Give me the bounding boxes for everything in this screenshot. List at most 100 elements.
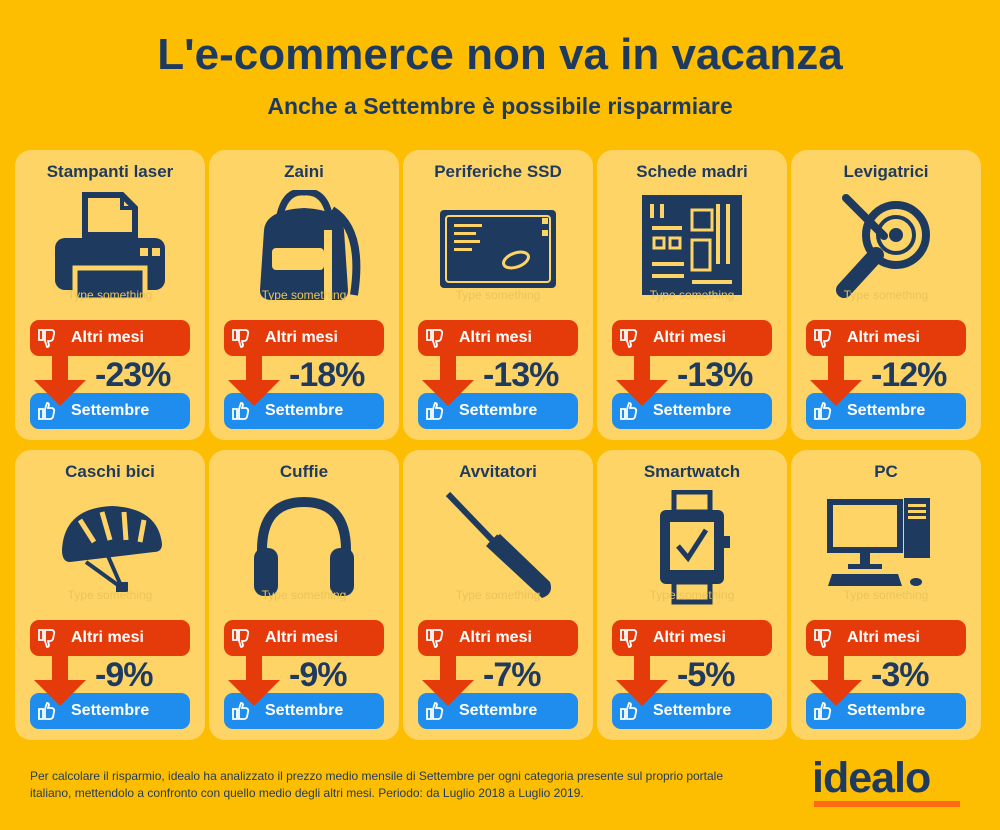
footnote: Per calcolare il risparmio, idealo ha an…	[30, 769, 724, 800]
other-months-badge: Altri mesi	[30, 320, 190, 356]
category-card: Levigatrici Type something Altri mesi Se…	[791, 150, 981, 440]
thumbs-up-icon	[813, 701, 833, 721]
thumbs-down-icon	[37, 328, 57, 348]
thumbs-down-icon	[231, 628, 251, 648]
bike-helmet-icon	[50, 490, 170, 605]
thumbs-down-icon	[813, 628, 833, 648]
thumbs-up-icon	[37, 401, 57, 421]
category-title: Stampanti laser	[46, 162, 174, 181]
thumbs-down-icon	[425, 328, 445, 348]
category-title: Cuffie	[279, 462, 329, 481]
down-arrow-icon	[224, 650, 284, 706]
placeholder-text: Type something	[843, 288, 929, 302]
category-card: Caschi bici Type something Altri mesi Se…	[15, 450, 205, 740]
september-label: Settembre	[459, 702, 538, 719]
placeholder-text: Type something	[649, 588, 735, 602]
down-arrow-icon	[224, 350, 284, 406]
backpack-icon	[244, 190, 364, 305]
category-title: Zaini	[284, 162, 324, 181]
september-badge: Settembre	[224, 693, 384, 729]
september-label: Settembre	[71, 702, 150, 719]
saving-percentage: -18%	[289, 356, 365, 394]
sander-icon	[826, 190, 946, 305]
september-badge: Settembre	[30, 693, 190, 729]
placeholder-text: Type something	[67, 588, 153, 602]
category-card: PC Type something Altri mesi Settembre -…	[791, 450, 981, 740]
other-months-label: Altri mesi	[71, 329, 144, 346]
ssd-icon	[438, 190, 558, 305]
september-label: Settembre	[265, 402, 344, 419]
placeholder-text: Type something	[649, 288, 735, 302]
saving-percentage: -13%	[483, 356, 559, 394]
headphones-icon	[244, 490, 364, 605]
down-arrow-icon	[612, 650, 672, 706]
september-label: Settembre	[71, 402, 150, 419]
september-label: Settembre	[653, 402, 732, 419]
other-months-badge: Altri mesi	[612, 320, 772, 356]
thumbs-up-icon	[619, 701, 639, 721]
thumbs-up-icon	[619, 401, 639, 421]
other-months-label: Altri mesi	[71, 629, 144, 646]
thumbs-up-icon	[37, 701, 57, 721]
thumbs-down-icon	[813, 328, 833, 348]
motherboard-icon	[632, 190, 752, 305]
category-title: Caschi bici	[65, 462, 155, 481]
september-label: Settembre	[265, 702, 344, 719]
thumbs-down-icon	[425, 628, 445, 648]
other-months-label: Altri mesi	[653, 629, 726, 646]
idealo-logo: idealo	[812, 754, 931, 802]
category-title: Schede madri	[636, 162, 748, 181]
category-card: Periferiche SSD Type something Altri mes…	[403, 150, 593, 440]
thumbs-down-icon	[231, 328, 251, 348]
other-months-label: Altri mesi	[847, 629, 920, 646]
category-card: Avvitatori Type something Altri mesi Set…	[403, 450, 593, 740]
down-arrow-icon	[806, 350, 866, 406]
september-label: Settembre	[847, 702, 926, 719]
other-months-label: Altri mesi	[459, 329, 532, 346]
thumbs-down-icon	[619, 328, 639, 348]
placeholder-text: Type something	[455, 588, 541, 602]
placeholder-text: Type something	[67, 288, 153, 302]
saving-percentage: -12%	[871, 356, 947, 394]
september-label: Settembre	[459, 402, 538, 419]
logo-underline	[814, 801, 960, 807]
down-arrow-icon	[418, 650, 478, 706]
category-card: Zaini Type something Altri mesi Settembr…	[209, 150, 399, 440]
screwdriver-icon	[438, 490, 558, 605]
page-title: L'e-commerce non va in vacanza	[157, 30, 843, 79]
category-card: Smartwatch Type something Altri mesi Set…	[597, 450, 787, 740]
saving-percentage: -3%	[871, 656, 929, 694]
saving-percentage: -23%	[95, 356, 171, 394]
september-label: Settembre	[847, 402, 926, 419]
other-months-label: Altri mesi	[459, 629, 532, 646]
down-arrow-icon	[612, 350, 672, 406]
thumbs-down-icon	[37, 628, 57, 648]
thumbs-up-icon	[425, 701, 445, 721]
september-label: Settembre	[653, 702, 732, 719]
placeholder-text: Type something	[455, 288, 541, 302]
category-title: Periferiche SSD	[434, 162, 562, 181]
saving-percentage: -5%	[677, 656, 735, 694]
saving-percentage: -13%	[677, 356, 753, 394]
category-title: Avvitatori	[459, 462, 537, 481]
printer-icon	[50, 190, 170, 305]
other-months-label: Altri mesi	[265, 329, 338, 346]
other-months-badge: Altri mesi	[806, 320, 966, 356]
placeholder-text: Type something	[261, 288, 347, 302]
thumbs-up-icon	[813, 401, 833, 421]
smartwatch-icon	[632, 490, 752, 605]
other-months-label: Altri mesi	[653, 329, 726, 346]
down-arrow-icon	[30, 650, 90, 706]
down-arrow-icon	[30, 350, 90, 406]
thumbs-up-icon	[231, 401, 251, 421]
down-arrow-icon	[806, 650, 866, 706]
category-card: Schede madri Type something Altri mesi S…	[597, 150, 787, 440]
category-title: Levigatrici	[843, 162, 929, 181]
pc-icon	[826, 490, 946, 605]
other-months-label: Altri mesi	[265, 629, 338, 646]
saving-percentage: -9%	[95, 656, 153, 694]
placeholder-text: Type something	[843, 588, 929, 602]
category-card: Stampanti laser Type something Altri mes…	[15, 150, 205, 440]
thumbs-up-icon	[231, 701, 251, 721]
category-title: PC	[874, 462, 898, 481]
